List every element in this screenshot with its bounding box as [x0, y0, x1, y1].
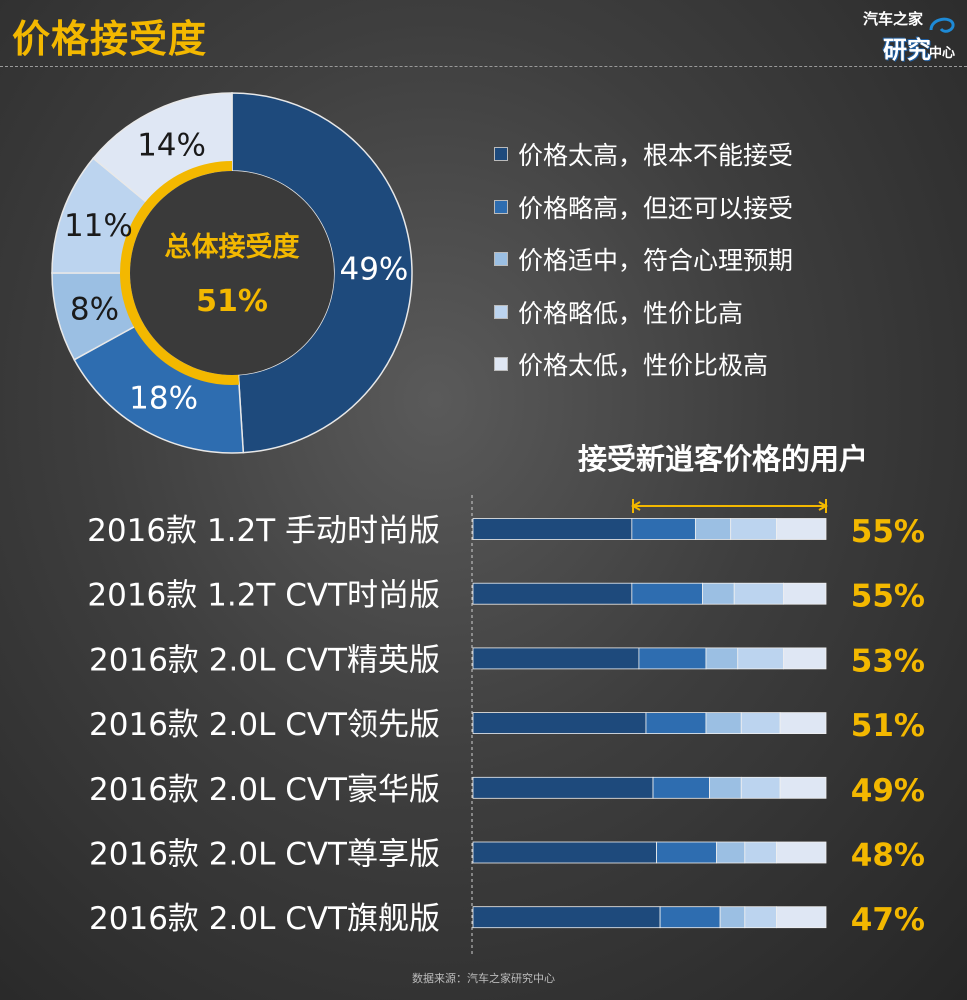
donut-hole — [130, 171, 334, 375]
donut-chart: 49% 18% 8% 11% 14% 总体接受度 51% — [51, 92, 413, 454]
legend-label: 价格适中，符合心理预期 — [518, 246, 794, 276]
logo-line3: 中心 — [928, 46, 955, 61]
bar-segment — [472, 841, 657, 864]
bar-category-label: 2016款 2.0L CVT豪华版 — [89, 772, 440, 808]
bar-segment — [652, 776, 710, 799]
legend-swatch — [494, 252, 508, 267]
swirl-icon — [929, 17, 955, 33]
page-title: 价格接受度 — [12, 17, 208, 61]
bar-segment — [705, 712, 742, 734]
acceptance-bracket — [630, 499, 829, 513]
donut-center-label: 总体接受度 — [165, 231, 300, 263]
legend-item: 价格略高，但还可以接受 — [494, 181, 793, 234]
legend-item: 价格适中，符合心理预期 — [494, 233, 793, 286]
donut-legend: 价格太高，根本不能接受 价格略高，但还可以接受 价格适中，符合心理预期 价格略低… — [494, 128, 793, 391]
bar-segment — [472, 712, 647, 734]
bar-segment — [472, 776, 654, 799]
bar-segment — [776, 518, 827, 540]
legend-item: 价格略低，性价比高 — [494, 286, 793, 339]
donut-value-label: 49% — [339, 252, 408, 288]
bar-total-label: 55% — [851, 514, 925, 550]
bar-category-label: 2016款 2.0L CVT旗舰版 — [89, 901, 440, 937]
legend-label: 价格略低，性价比高 — [518, 298, 744, 328]
legend-swatch — [494, 147, 508, 162]
donut-value-label: 8% — [70, 291, 119, 327]
legend-label: 价格略高，但还可以接受 — [518, 193, 794, 223]
bar-segment — [783, 647, 827, 670]
legend-item: 价格太低，性价比极高 — [494, 338, 793, 391]
bar-segment — [740, 712, 781, 734]
title-divider — [0, 66, 967, 67]
source-footnote: 数据来源：汽车之家研究中心 — [412, 972, 555, 985]
bar-category-label: 2016款 2.0L CVT精英版 — [89, 642, 440, 678]
bar-segment — [737, 647, 785, 670]
legend-swatch — [494, 304, 508, 319]
legend-label: 价格太高，根本不能接受 — [518, 141, 794, 171]
bar-category-label: 2016款 2.0L CVT领先版 — [89, 707, 440, 743]
bar-segment — [472, 582, 633, 605]
bar-segment — [472, 518, 633, 540]
bar-segment — [631, 582, 703, 605]
bar-segment — [694, 518, 732, 540]
bar-segment — [709, 776, 742, 799]
donut-value-label: 14% — [137, 128, 206, 164]
bar-total-label: 49% — [851, 773, 925, 809]
bar-segment — [733, 582, 785, 605]
bar-chart-title: 接受新逍客价格的用户 — [578, 442, 869, 476]
bar-segment — [740, 776, 781, 799]
bar-segment — [776, 841, 827, 864]
bar-segment — [719, 906, 746, 929]
bar-segment — [783, 582, 827, 605]
bar-segment — [705, 647, 739, 670]
bar-segment — [779, 712, 827, 734]
donut-center-value: 51% — [196, 284, 268, 319]
bar-total-label: 51% — [851, 708, 925, 744]
bar-segment — [716, 841, 746, 864]
bar-total-label: 47% — [851, 902, 925, 938]
donut-value-label: 11% — [64, 208, 133, 244]
legend-swatch — [494, 199, 508, 214]
bar-segment — [645, 712, 707, 734]
legend-swatch — [494, 357, 508, 372]
bar-category-label: 2016款 1.2T 手动时尚版 — [87, 513, 440, 549]
logo-line2: 研究 — [883, 36, 931, 64]
bar-segment — [744, 906, 777, 929]
bar-category-label: 2016款 2.0L CVT尊享版 — [89, 837, 440, 873]
bar-segment — [702, 582, 735, 605]
bar-total-label: 53% — [851, 643, 925, 679]
bar-segment — [472, 647, 640, 670]
bar-category-label: 2016款 1.2T CVT时尚版 — [87, 578, 440, 614]
legend-label: 价格太低，性价比极高 — [518, 351, 769, 381]
bar-total-label: 55% — [851, 579, 925, 615]
bar-segment — [730, 518, 777, 540]
bar-segment — [659, 906, 721, 929]
brand-logo: 汽车之家 研究 中心 — [849, 6, 957, 64]
legend-item: 价格太高，根本不能接受 — [494, 128, 793, 181]
bar-segment — [631, 518, 696, 540]
logo-line1: 汽车之家 — [862, 10, 923, 28]
donut-value-label: 18% — [129, 380, 198, 416]
bar-total-label: 48% — [851, 838, 925, 874]
bar-segment — [638, 647, 707, 670]
bar-segment — [656, 841, 717, 864]
bar-segment — [472, 906, 661, 929]
bar-segment — [744, 841, 777, 864]
bar-segment — [779, 776, 827, 799]
bar-segment — [776, 906, 827, 929]
